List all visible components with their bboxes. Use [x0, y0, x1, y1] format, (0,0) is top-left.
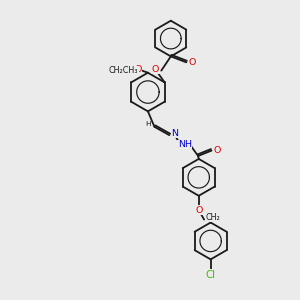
Text: O: O — [195, 206, 202, 214]
Text: H: H — [145, 122, 151, 128]
Text: N: N — [171, 129, 178, 138]
Text: NH: NH — [178, 140, 192, 149]
Text: O: O — [213, 146, 220, 155]
Text: O: O — [152, 65, 159, 74]
Text: CH₂: CH₂ — [205, 213, 220, 222]
Text: Cl: Cl — [206, 270, 216, 280]
Text: O: O — [188, 58, 196, 67]
Text: CH₂CH₃: CH₂CH₃ — [109, 66, 138, 75]
Text: O: O — [134, 65, 142, 74]
